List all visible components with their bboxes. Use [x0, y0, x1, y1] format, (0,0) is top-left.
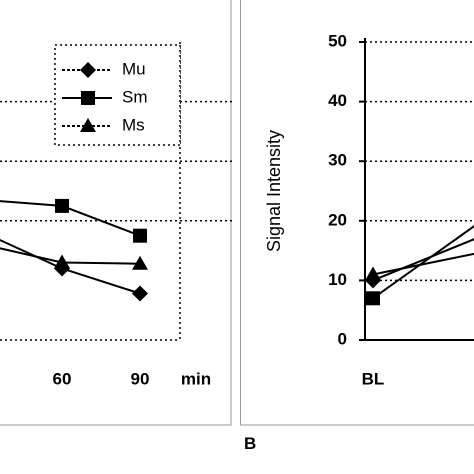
legend-label: Ms [122, 115, 145, 134]
panel-b: 0 10 20 30 40 50 Signal Intensity BL [240, 0, 474, 426]
x-tick-label: 90 [131, 369, 150, 388]
marker [55, 198, 69, 213]
panel-label: B [244, 434, 257, 453]
x-tick-label: 60 [53, 369, 72, 388]
y-tick-label: 0 [338, 329, 347, 348]
x-axis-title: min [181, 369, 211, 388]
marker [81, 91, 95, 105]
marker [54, 254, 70, 269]
series-line [0, 200, 141, 237]
marker [80, 62, 96, 78]
marker [132, 285, 148, 302]
marker [366, 291, 380, 306]
marker [132, 255, 148, 270]
series-line [0, 247, 141, 265]
x-tick-label: BL [362, 369, 385, 388]
marker [80, 118, 96, 132]
panel-border [0, 0, 232, 426]
panel-border [240, 0, 474, 426]
legend-box [54, 44, 181, 146]
legend-label: Mu [122, 59, 146, 78]
marker [365, 266, 381, 281]
y-tick-label: 50 [328, 31, 347, 50]
y-tick-label: 30 [328, 151, 347, 170]
y-axis-title: Signal Intensity [264, 130, 284, 252]
series-line [372, 225, 474, 300]
y-tick-label: 10 [328, 270, 347, 289]
y-tick-label: 40 [328, 91, 347, 110]
y-tick-label: 20 [328, 210, 347, 229]
series-line [372, 252, 474, 276]
marker [133, 228, 147, 243]
legend-label: Sm [122, 87, 148, 106]
panel-a: 60 90 min Mu Sm Ms [0, 0, 232, 426]
